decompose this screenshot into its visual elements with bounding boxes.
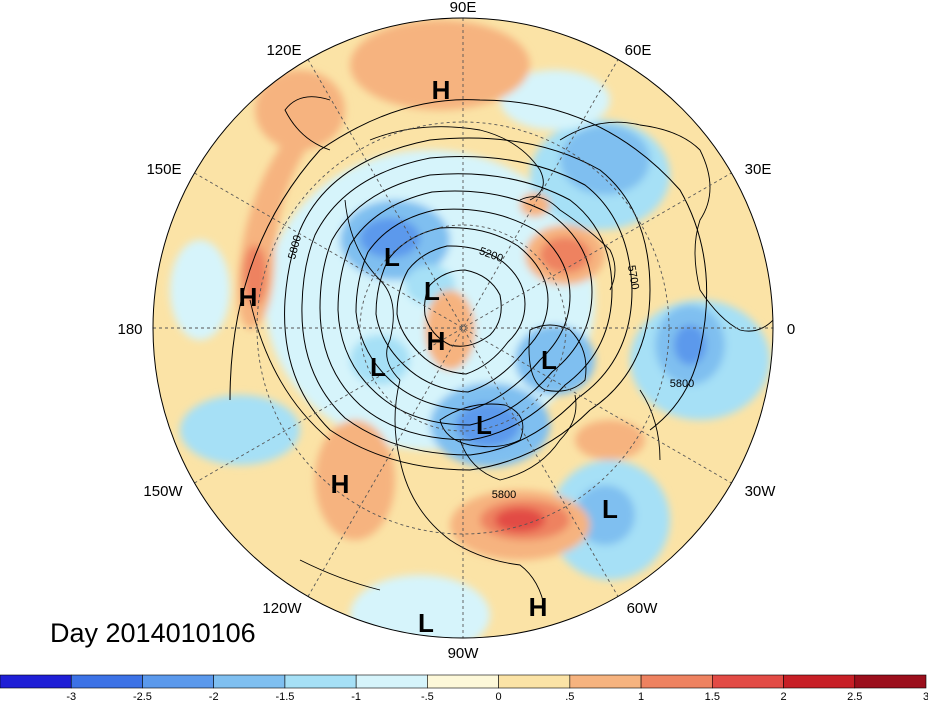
colorbar: -3 -2.5 -2 -1.5 -1 -.5 0 .5 1 1.5 2 2.5 3: [0, 674, 928, 702]
geopotential-contours: [229, 99, 708, 471]
lon-label-150e: 150E: [146, 161, 181, 178]
low-pressure-marker: L: [370, 352, 386, 382]
low-pressure-marker: L: [476, 410, 492, 440]
lon-label-180: 180: [117, 321, 142, 338]
low-pressure-marker: L: [602, 494, 618, 524]
colorbar-tick-label: 3: [923, 691, 928, 702]
contour-label: 5800: [492, 489, 516, 501]
colorbar-swatch: [142, 674, 214, 689]
colorbar-tick-label: -.5: [421, 691, 434, 702]
lon-label-90e: 90E: [450, 0, 477, 16]
colorbar-tick-label: 1: [638, 691, 644, 702]
lon-label-0: 0: [787, 321, 795, 338]
high-pressure-marker: H: [427, 326, 446, 356]
colorbar-swatches: [0, 674, 927, 689]
colorbar-tick-label: 2.5: [847, 691, 862, 702]
low-pressure-marker: L: [424, 276, 440, 306]
colorbar-tick-label: 1.5: [705, 691, 720, 702]
colorbar-tick-label: -1.5: [275, 691, 294, 702]
lon-label-60e: 60E: [625, 42, 652, 59]
polar-stereographic-map: 90E 60E 30E 0 30W 60W 90W 120W 150W 180 …: [117, 0, 795, 662]
colorbar-tick-label: -3: [66, 691, 76, 702]
lon-label-30w: 30W: [745, 483, 777, 500]
colorbar-swatch: [427, 674, 499, 689]
low-pressure-marker: L: [384, 242, 400, 272]
map-title: Day 2014010106: [50, 618, 256, 648]
pressure-centers: H H H H H L L L L L L L: [239, 75, 618, 638]
coastlines: [249, 96, 773, 611]
lon-label-90w: 90W: [448, 645, 480, 662]
colorbar-swatch: [355, 674, 428, 689]
colorbar-swatch: [854, 674, 927, 689]
colorbar-tick-label: .5: [565, 691, 574, 702]
low-pressure-marker: L: [541, 345, 557, 375]
colorbar-swatch: [712, 674, 784, 689]
graticule: [153, 18, 773, 638]
colorbar-swatch: [640, 674, 713, 689]
lon-label-150w: 150W: [143, 483, 183, 500]
high-pressure-marker: H: [331, 469, 350, 499]
map-boundary: [152, 17, 774, 639]
high-pressure-marker: H: [529, 592, 548, 622]
colorbar-tick-label: -2.5: [133, 691, 152, 702]
high-pressure-marker: H: [239, 282, 258, 312]
longitude-labels: 90E 60E 30E 0 30W 60W 90W 120W 150W 180 …: [117, 0, 795, 662]
colorbar-swatch: [213, 674, 286, 689]
colorbar-swatch: [70, 674, 143, 689]
lon-label-30e: 30E: [745, 161, 772, 178]
lon-label-120e: 120E: [266, 42, 301, 59]
contour-label: 5700: [625, 264, 641, 290]
colorbar-swatch: [783, 674, 856, 689]
colorbar-swatch: [498, 674, 571, 689]
colorbar-swatch: [0, 674, 72, 689]
colorbar-tick-label: 0: [496, 691, 502, 702]
colorbar-tick-label: -1: [351, 691, 361, 702]
lon-label-120w: 120W: [262, 600, 302, 617]
low-pressure-marker: L: [418, 608, 434, 638]
contour-label: 5800: [670, 378, 694, 390]
colorbar-swatch: [284, 674, 357, 689]
colorbar-tick-label: 2: [780, 691, 786, 702]
lon-label-60w: 60W: [627, 600, 659, 617]
colorbar-ticks: -3 -2.5 -2 -1.5 -1 -.5 0 .5 1 1.5 2 2.5 3: [66, 691, 928, 702]
high-pressure-marker: H: [432, 75, 451, 105]
colorbar-swatch: [569, 674, 642, 689]
anomaly-field: [153, 18, 773, 638]
colorbar-tick-label: -2: [209, 691, 219, 702]
